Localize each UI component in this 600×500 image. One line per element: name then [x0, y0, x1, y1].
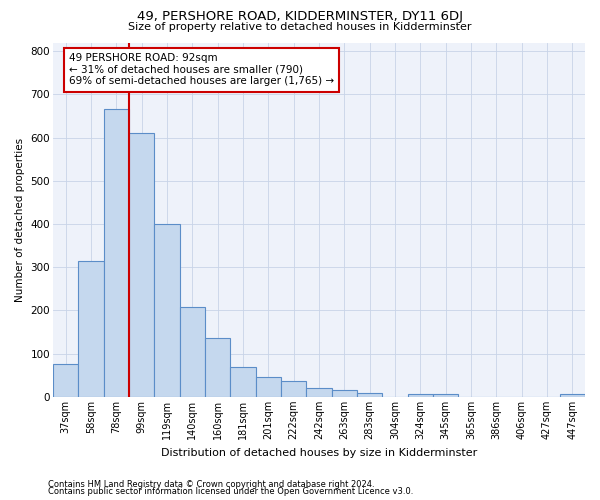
Bar	[332, 390, 357, 397]
Text: Contains public sector information licensed under the Open Government Licence v3: Contains public sector information licen…	[48, 487, 413, 496]
Bar	[129, 134, 154, 397]
Bar	[179, 308, 205, 397]
Bar	[230, 366, 256, 397]
Text: 49 PERSHORE ROAD: 92sqm
← 31% of detached houses are smaller (790)
69% of semi-d: 49 PERSHORE ROAD: 92sqm ← 31% of detache…	[69, 53, 334, 86]
Y-axis label: Number of detached properties: Number of detached properties	[15, 138, 25, 302]
Bar	[407, 394, 433, 397]
Bar	[433, 394, 458, 397]
Text: Contains HM Land Registry data © Crown copyright and database right 2024.: Contains HM Land Registry data © Crown c…	[48, 480, 374, 489]
X-axis label: Distribution of detached houses by size in Kidderminster: Distribution of detached houses by size …	[161, 448, 477, 458]
Bar	[205, 338, 230, 397]
Bar	[53, 364, 78, 397]
Text: 49, PERSHORE ROAD, KIDDERMINSTER, DY11 6DJ: 49, PERSHORE ROAD, KIDDERMINSTER, DY11 6…	[137, 10, 463, 23]
Bar	[256, 376, 281, 397]
Text: Size of property relative to detached houses in Kidderminster: Size of property relative to detached ho…	[128, 22, 472, 32]
Bar	[154, 224, 179, 397]
Bar	[104, 110, 129, 397]
Bar	[307, 388, 332, 397]
Bar	[78, 261, 104, 397]
Bar	[560, 394, 585, 397]
Bar	[357, 392, 382, 397]
Bar	[281, 382, 307, 397]
